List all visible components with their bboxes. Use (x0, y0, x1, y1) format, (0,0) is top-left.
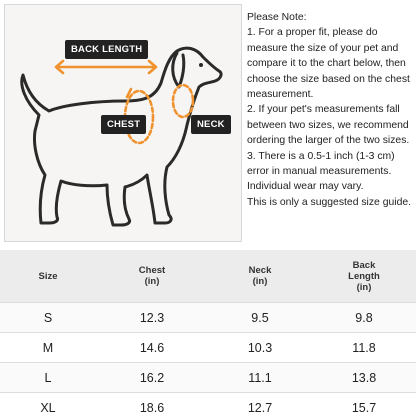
chest-cell: 16.2 (139, 370, 165, 385)
size-chart-table: Size Chest (in) Neck (in) Back Length (i… (0, 250, 416, 414)
chest-cell: 12.3 (139, 310, 165, 325)
note-line: 3. There is a 0.5-1 inch (1-3 cm) (247, 150, 395, 162)
back-length-cell: 13.8 (351, 370, 377, 385)
chest-cell: 14.6 (139, 340, 165, 355)
table-header-row: Size Chest (in) Neck (in) Back Length (i… (0, 250, 416, 302)
note-line: Individual wear may vary. (247, 181, 364, 193)
chest-cell: 18.6 (139, 400, 165, 414)
note-line: 2. If your pet's measurements fall (247, 104, 400, 116)
table-row: M 14.6 10.3 11.8 (0, 332, 416, 362)
size-cell: XL (40, 400, 56, 414)
note-line: ordering the larger of the two sizes. (247, 135, 410, 147)
dog-outline-icon (20, 46, 223, 227)
note-line: measurement. (247, 89, 314, 101)
dog-measurement-illustration: BACK LENGTH CHEST NECK (4, 4, 242, 242)
header-neck: Neck (in) (248, 265, 272, 287)
note-line: 1. For a proper fit, please do (247, 27, 378, 39)
size-cell: S (43, 310, 53, 325)
size-cell: M (42, 340, 54, 355)
chest-label: CHEST (101, 115, 147, 134)
table-row: S 12.3 9.5 9.8 (0, 302, 416, 332)
size-cell: L (44, 370, 52, 385)
back-length-cell: 11.8 (352, 340, 376, 355)
note-line: error in manual measurements. (247, 166, 392, 178)
header-size: Size (38, 270, 58, 282)
header-chest: Chest (in) (138, 265, 166, 287)
back-length-cell: 15.7 (351, 400, 377, 414)
table-row: L 16.2 11.1 13.8 (0, 362, 416, 392)
size-guide-top: BACK LENGTH CHEST NECK Please Note: 1. F… (4, 4, 415, 242)
back-length-cell: 9.8 (355, 310, 373, 325)
table-row: XL 18.6 12.7 15.7 (0, 392, 416, 414)
back-length-label: BACK LENGTH (65, 40, 149, 59)
neck-cell: 10.3 (247, 340, 273, 355)
please-note-text: Please Note: 1. For a proper fit, please… (247, 10, 415, 210)
header-back-length: Back Length (in) (348, 259, 380, 293)
note-title: Please Note: (247, 12, 307, 23)
neck-cell: 11.1 (248, 370, 272, 385)
note-line: between two sizes, we recommend (247, 119, 409, 131)
note-line: choose the size based on the chest (247, 73, 410, 85)
neck-cell: 9.5 (251, 310, 269, 325)
note-line: measure the size of your pet and (247, 42, 399, 54)
neck-cell: 12.7 (247, 400, 273, 414)
neck-label: NECK (191, 115, 231, 134)
note-line: compare it to the chart below, then (247, 58, 406, 70)
note-line: This is only a suggested size guide. (247, 196, 412, 208)
